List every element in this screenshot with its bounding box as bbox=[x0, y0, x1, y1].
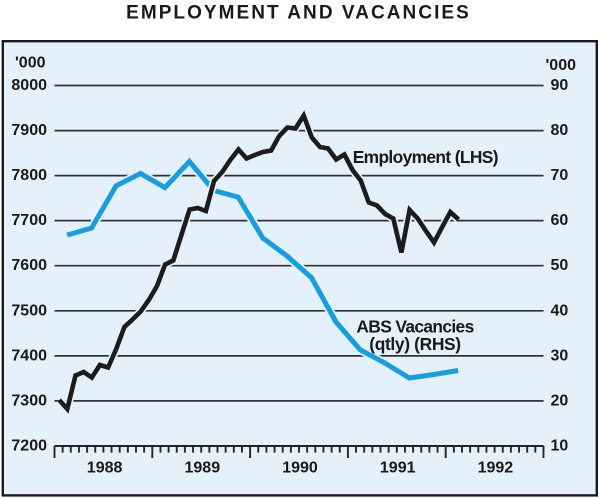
svg-text:7800: 7800 bbox=[11, 167, 47, 184]
svg-text:30: 30 bbox=[551, 347, 569, 364]
svg-text:1990: 1990 bbox=[282, 460, 318, 477]
svg-text:7600: 7600 bbox=[11, 257, 47, 274]
svg-text:7200: 7200 bbox=[11, 438, 47, 455]
svg-text:ABS Vacancies: ABS Vacancies bbox=[356, 317, 473, 337]
svg-text:7900: 7900 bbox=[11, 122, 47, 139]
svg-text:80: 80 bbox=[551, 122, 569, 139]
svg-text:7500: 7500 bbox=[11, 302, 47, 319]
svg-text:10: 10 bbox=[551, 438, 569, 455]
svg-text:1991: 1991 bbox=[380, 460, 416, 477]
svg-text:40: 40 bbox=[551, 302, 569, 319]
svg-text:'000: '000 bbox=[546, 57, 577, 74]
svg-text:7300: 7300 bbox=[11, 392, 47, 409]
svg-text:7700: 7700 bbox=[11, 212, 47, 229]
svg-text:EMPLOYMENT AND VACANCIES: EMPLOYMENT AND VACANCIES bbox=[126, 2, 471, 23]
svg-text:8000: 8000 bbox=[11, 77, 47, 94]
svg-text:'000: '000 bbox=[15, 55, 46, 72]
svg-text:60: 60 bbox=[551, 212, 569, 229]
svg-text:20: 20 bbox=[551, 392, 569, 409]
svg-text:1989: 1989 bbox=[185, 460, 221, 477]
svg-text:Employment (LHS): Employment (LHS) bbox=[353, 147, 498, 167]
svg-text:90: 90 bbox=[551, 77, 569, 94]
svg-text:(qtly) (RHS): (qtly) (RHS) bbox=[369, 334, 460, 354]
svg-text:1992: 1992 bbox=[478, 460, 514, 477]
svg-text:7400: 7400 bbox=[11, 347, 47, 364]
svg-text:50: 50 bbox=[551, 257, 569, 274]
svg-text:70: 70 bbox=[551, 167, 569, 184]
svg-text:1988: 1988 bbox=[87, 460, 123, 477]
